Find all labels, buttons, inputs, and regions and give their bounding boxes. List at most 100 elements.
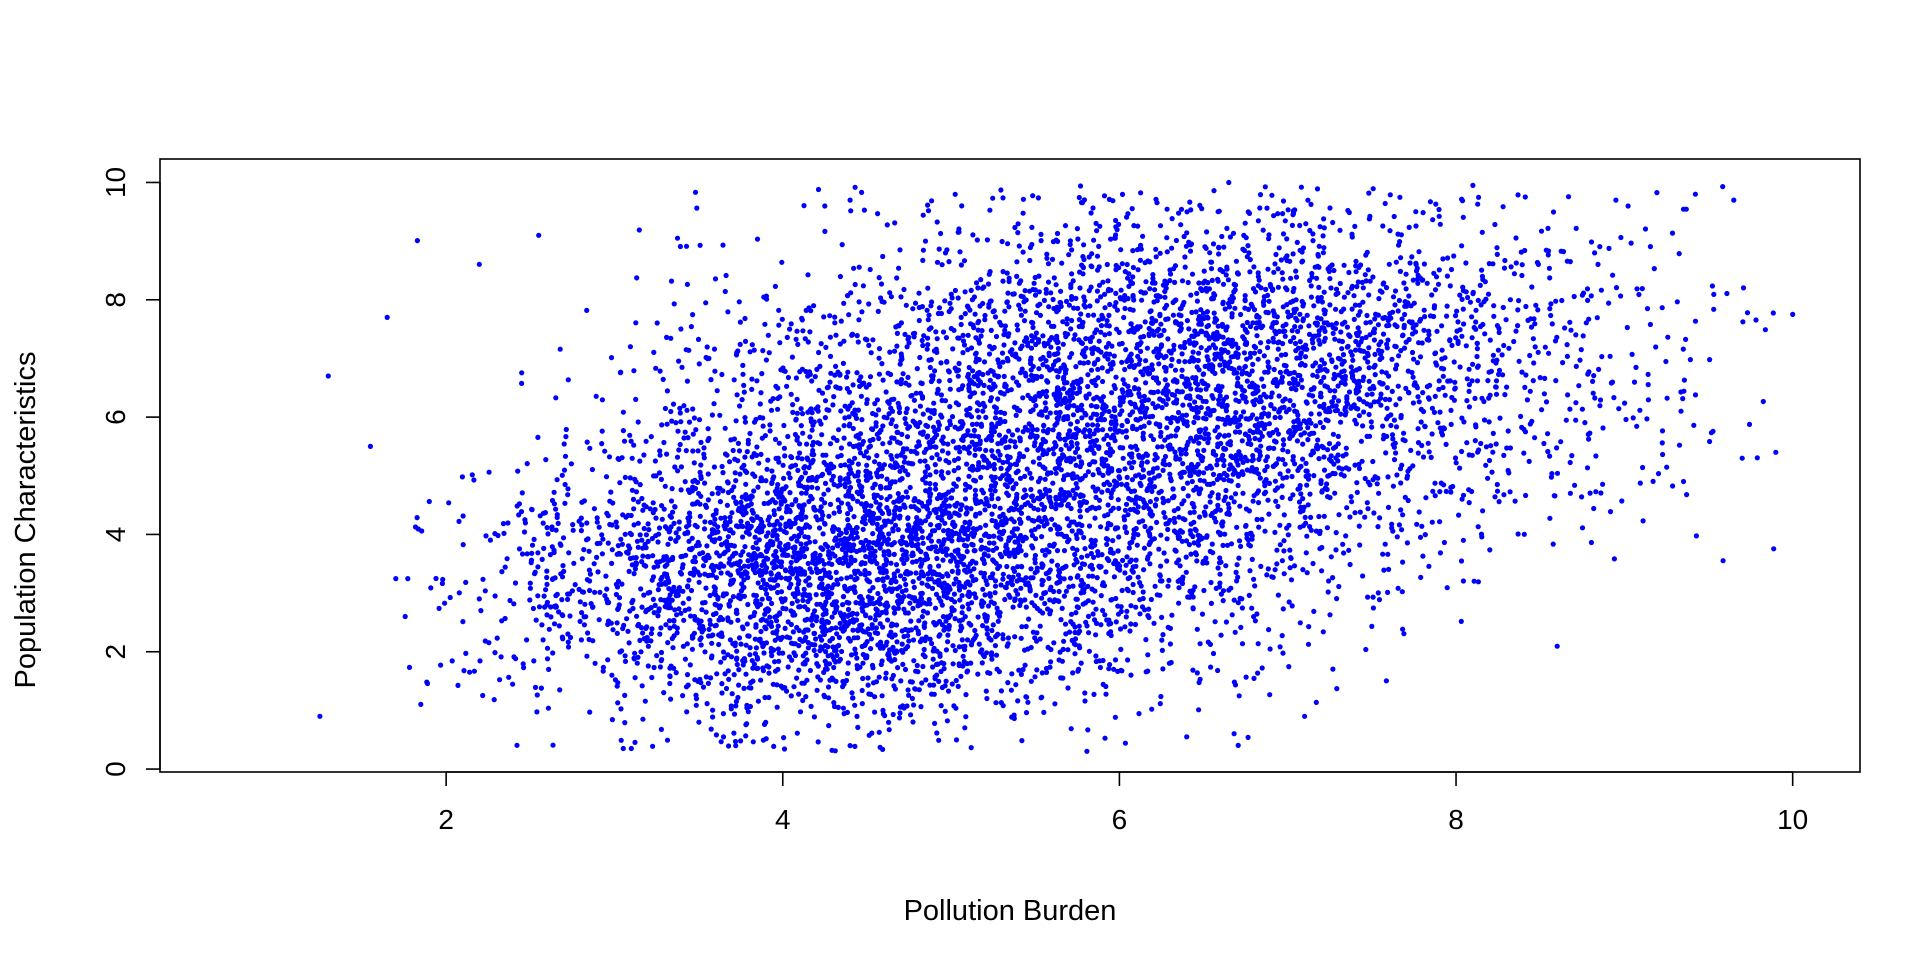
data-point bbox=[1311, 608, 1317, 615]
data-point bbox=[1420, 454, 1427, 460]
data-point bbox=[891, 610, 898, 616]
data-point bbox=[964, 461, 970, 467]
data-point bbox=[1306, 624, 1312, 630]
data-point bbox=[992, 578, 999, 584]
data-point bbox=[463, 579, 469, 586]
data-point bbox=[1593, 489, 1599, 495]
data-point bbox=[1380, 315, 1386, 321]
data-point bbox=[1436, 267, 1442, 273]
data-point bbox=[1377, 356, 1383, 362]
data-point bbox=[899, 431, 905, 437]
data-point bbox=[1308, 294, 1314, 300]
data-point bbox=[1194, 670, 1200, 676]
data-point bbox=[1028, 566, 1034, 572]
data-point bbox=[1370, 477, 1376, 483]
data-point bbox=[562, 453, 569, 459]
data-point bbox=[1622, 400, 1628, 406]
data-point bbox=[1193, 375, 1199, 381]
data-point bbox=[1501, 492, 1507, 498]
data-point bbox=[671, 301, 677, 307]
data-point bbox=[1307, 227, 1313, 234]
data-point bbox=[1600, 481, 1606, 487]
data-point bbox=[1196, 491, 1202, 497]
data-point bbox=[1104, 541, 1110, 548]
data-point bbox=[1291, 307, 1297, 313]
data-point bbox=[910, 637, 917, 643]
data-point bbox=[414, 238, 420, 244]
data-point bbox=[917, 556, 924, 562]
data-point bbox=[946, 308, 952, 315]
data-point bbox=[831, 664, 837, 671]
data-point bbox=[771, 474, 777, 480]
data-point bbox=[1558, 439, 1564, 445]
data-point bbox=[901, 576, 908, 582]
data-point bbox=[708, 726, 714, 732]
data-point bbox=[722, 540, 728, 546]
data-point bbox=[1012, 596, 1018, 602]
data-point bbox=[1150, 401, 1156, 407]
data-point bbox=[964, 637, 971, 643]
data-point bbox=[539, 556, 545, 563]
data-point bbox=[1382, 541, 1388, 547]
data-point bbox=[982, 317, 988, 323]
data-point bbox=[794, 730, 800, 736]
data-point bbox=[959, 423, 965, 429]
data-point bbox=[958, 321, 964, 328]
data-point bbox=[1485, 291, 1492, 297]
data-point bbox=[878, 495, 884, 501]
data-point bbox=[712, 276, 719, 282]
data-point bbox=[890, 526, 896, 532]
data-point bbox=[545, 531, 551, 537]
data-point bbox=[1102, 332, 1108, 338]
data-point bbox=[1324, 486, 1330, 493]
data-point bbox=[827, 555, 833, 561]
data-point bbox=[1116, 505, 1122, 511]
data-point bbox=[1106, 666, 1112, 672]
data-point bbox=[1198, 404, 1204, 411]
data-point bbox=[960, 383, 966, 389]
data-point bbox=[563, 434, 569, 440]
data-point bbox=[1003, 383, 1009, 389]
data-point bbox=[1339, 361, 1345, 367]
data-point bbox=[929, 198, 935, 204]
data-point bbox=[1328, 554, 1334, 560]
data-point bbox=[861, 453, 867, 459]
data-point bbox=[1425, 440, 1431, 446]
data-point bbox=[459, 474, 465, 480]
data-point bbox=[780, 462, 786, 468]
data-point bbox=[1049, 558, 1055, 564]
data-point bbox=[1653, 344, 1659, 350]
data-point bbox=[1487, 337, 1493, 343]
data-point bbox=[1421, 327, 1427, 333]
data-point bbox=[681, 403, 687, 409]
data-point bbox=[1208, 664, 1214, 670]
data-point bbox=[1009, 671, 1015, 677]
data-point bbox=[804, 677, 810, 683]
data-point bbox=[1015, 221, 1021, 227]
data-point bbox=[1279, 633, 1285, 639]
data-point bbox=[1392, 322, 1398, 328]
data-point bbox=[974, 408, 981, 414]
data-point bbox=[1385, 337, 1391, 343]
data-point bbox=[1312, 399, 1318, 405]
data-point bbox=[633, 396, 639, 402]
data-point bbox=[1328, 458, 1334, 464]
data-point bbox=[697, 513, 703, 519]
data-point bbox=[1022, 597, 1028, 603]
data-point bbox=[985, 603, 992, 609]
data-point bbox=[748, 680, 754, 686]
data-point bbox=[1210, 650, 1217, 657]
data-point bbox=[738, 499, 744, 505]
data-point bbox=[1415, 450, 1421, 456]
data-point bbox=[505, 520, 511, 526]
data-point bbox=[964, 412, 970, 418]
data-point bbox=[758, 584, 764, 591]
data-point bbox=[841, 681, 847, 687]
data-point bbox=[1046, 304, 1052, 310]
data-point bbox=[1054, 548, 1061, 554]
data-point bbox=[678, 610, 684, 616]
data-point bbox=[975, 285, 981, 291]
data-point bbox=[1157, 250, 1163, 256]
data-point bbox=[577, 618, 583, 625]
data-point bbox=[1447, 337, 1453, 343]
